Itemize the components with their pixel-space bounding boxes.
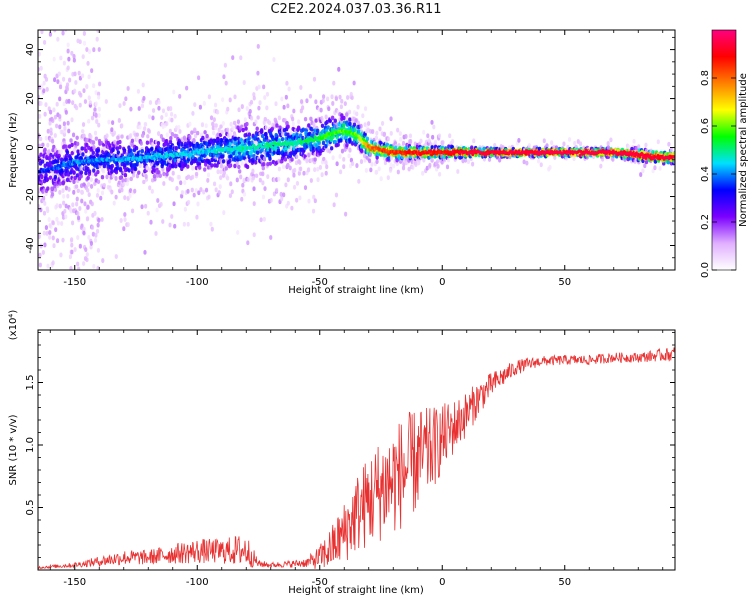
snr-x-label: Height of straight line (km) <box>288 585 424 596</box>
snr-background <box>38 330 675 570</box>
x-tick-label: -150 <box>63 577 86 588</box>
snr-y-label: SNR (10 * v/v) <box>8 414 19 485</box>
colorbar-ticks: 0.0 0.2 0.4 0.6 0.8 <box>700 70 736 278</box>
snr-y-axis: 0.5 1.0 1.5 <box>25 332 675 558</box>
y-tick-label: 40 <box>25 43 36 56</box>
snr-frame <box>37 329 676 571</box>
spectrogram-x-label: Height of straight line (km) <box>288 285 424 296</box>
spectrogram-y-axis: -40 -20 0 20 40 <box>25 36 675 271</box>
colorbar: 0.0 0.2 0.4 0.6 0.8 Normalized spectral ampl… <box>700 29 749 278</box>
snr-series-line <box>38 347 675 570</box>
spectrogram-heat-layer <box>38 30 675 270</box>
chart-title: C2E2.2024.037.03.36.R11 <box>270 2 442 17</box>
snr-scale-label: (x10⁴) <box>8 310 19 341</box>
snr-panel: -150 -100 -50 0 50 0.5 1.0 1.5 Height of strai… <box>8 310 676 596</box>
y-tick-label: 0 <box>25 144 36 150</box>
x-tick-label: -50 <box>312 277 328 288</box>
spectrogram-panel: -150 -100 -50 0 50 -40 -20 0 20 40 Height of str… <box>8 29 676 296</box>
colorbar-label: Normalized spectral amplitude <box>738 73 749 227</box>
y-tick-label: 0.5 <box>25 500 36 516</box>
x-tick-label: 0 <box>439 277 445 288</box>
colorbar-tick-label: 0.8 <box>700 70 711 86</box>
spectrogram-frame <box>37 29 676 271</box>
colorbar-tick-label: 0.4 <box>700 166 711 182</box>
x-tick-label: -100 <box>186 277 209 288</box>
x-tick-label: 50 <box>558 277 571 288</box>
colorbar-tick-label: 0.0 <box>700 262 711 278</box>
spectrogram-y-label: Frequency (Hz) <box>8 112 19 188</box>
y-tick-label: 20 <box>25 92 36 105</box>
colorbar-frame <box>711 29 737 271</box>
y-tick-label: -40 <box>25 237 36 253</box>
y-tick-label: -20 <box>25 188 36 204</box>
colorbar-tick-label: 0.2 <box>700 214 711 230</box>
colorbar-gradient <box>712 30 736 270</box>
x-tick-label: -50 <box>312 577 328 588</box>
x-tick-label: 0 <box>439 577 445 588</box>
x-tick-label: -100 <box>186 577 209 588</box>
snr-x-axis: -150 -100 -50 0 50 <box>49 330 664 588</box>
y-tick-label: 1.5 <box>25 375 36 391</box>
y-tick-label: 1.0 <box>25 437 36 453</box>
spectrogram-x-axis: -150 -100 -50 0 50 <box>49 30 664 288</box>
x-tick-label: 50 <box>558 577 571 588</box>
x-tick-label: -150 <box>63 277 86 288</box>
colorbar-tick-label: 0.6 <box>700 118 711 134</box>
